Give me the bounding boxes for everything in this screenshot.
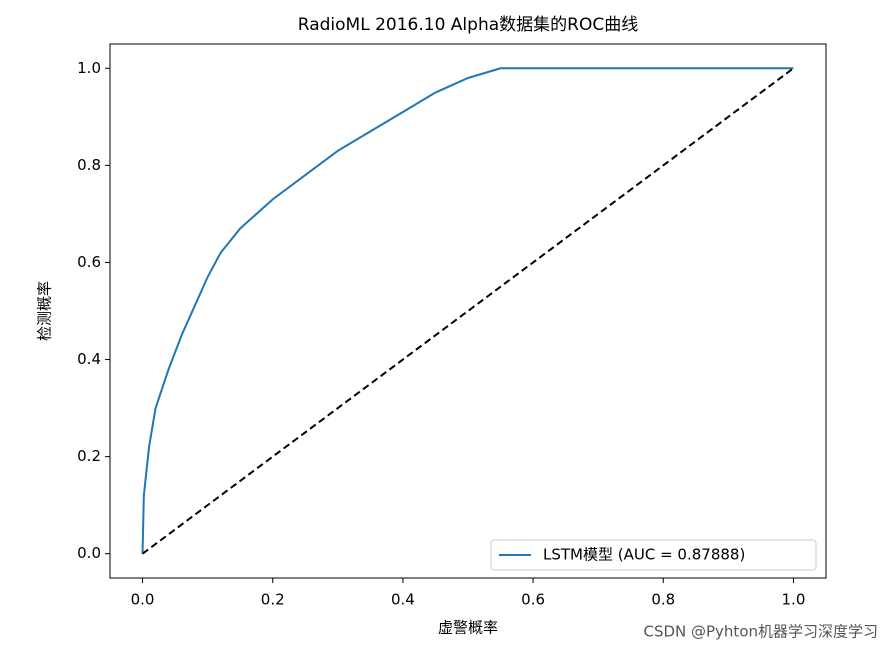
x-axis-label: 虚警概率 xyxy=(438,619,498,637)
legend-label: LSTM模型 (AUC = 0.87888) xyxy=(543,546,745,564)
x-tick-label: 1.0 xyxy=(782,591,806,609)
x-tick-label: 0.2 xyxy=(261,591,285,609)
plot-frame xyxy=(109,43,827,579)
legend: LSTM模型 (AUC = 0.87888) xyxy=(490,539,817,571)
reference-line xyxy=(141,67,795,555)
roc-line xyxy=(141,67,794,554)
chart-title: RadioML 2016.10 Alpha数据集的ROC曲线 xyxy=(298,15,638,35)
y-tick-label: 0.2 xyxy=(77,447,101,465)
watermark: CSDN @Pyhton机器学习深度学习 xyxy=(643,623,878,641)
y-tick-label: 0.8 xyxy=(77,156,101,174)
y-tick-label: 0.0 xyxy=(77,544,101,562)
y-tick-label: 1.0 xyxy=(77,59,101,77)
x-tick-label: 0.8 xyxy=(651,591,675,609)
y-tick-label: 0.6 xyxy=(77,253,101,271)
y-axis-label: 检测概率 xyxy=(36,281,54,341)
legend-box xyxy=(490,539,817,571)
x-tick-label: 0.4 xyxy=(391,591,415,609)
x-tick-label: 0.0 xyxy=(131,591,155,609)
x-tick-label: 0.6 xyxy=(521,591,545,609)
y-tick-label: 0.4 xyxy=(77,350,101,368)
